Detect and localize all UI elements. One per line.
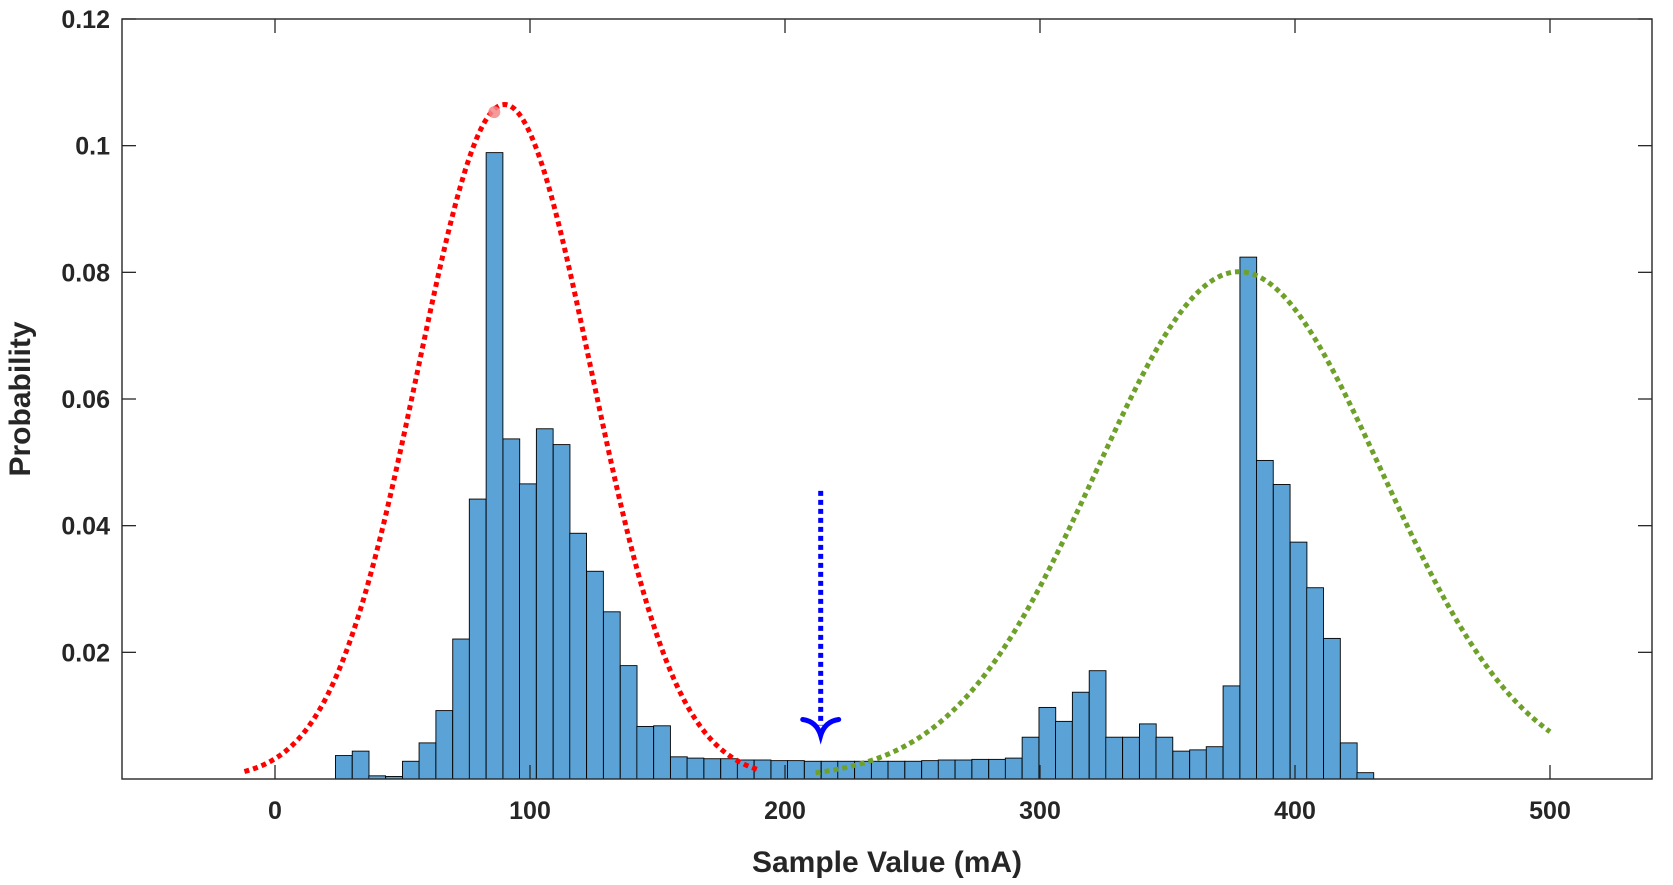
histogram-bar [569,532,587,780]
threshold-arrow-head [800,717,842,745]
x-tick-label: 300 [1019,797,1061,825]
histogram-bar [1222,685,1241,780]
histogram-bar [703,758,722,780]
x-tick-label: 200 [764,797,806,825]
histogram-bar [1356,772,1375,780]
histogram-bar [552,444,571,780]
histogram-bar [519,483,537,780]
histogram-bar [686,757,705,780]
y-axis-title: Probability [4,321,37,476]
histogram-bar [653,725,671,780]
fit-curves [243,102,1552,776]
y-tick-label: 0.08 [61,259,110,287]
histogram-bar [1038,706,1057,780]
histogram-bar [937,759,956,780]
histogram-bar [602,611,621,780]
histogram-bar [418,742,437,780]
histogram-bar [402,760,420,780]
x-tick-label: 400 [1274,797,1316,825]
histogram-bars [334,152,1375,780]
histogram-bar [636,725,655,780]
histogram-bar [435,710,454,780]
histogram-bar [1172,750,1191,780]
histogram-bar [351,750,370,780]
histogram-bar [535,428,554,780]
histogram-bar [452,638,470,780]
histogram-bar [1105,736,1123,780]
histogram-bar [1071,691,1090,780]
histogram-bar [921,760,939,780]
histogram-bar [787,760,805,780]
histogram-bar [1189,749,1207,780]
y-tick-label: 0.02 [61,639,110,667]
histogram-bar [1138,723,1157,780]
x-tick-label: 500 [1529,797,1571,825]
histogram-bar [1272,484,1291,780]
histogram-bar [1323,637,1341,780]
y-tick-label: 0.12 [61,6,110,34]
histogram-bar [1021,736,1040,780]
annotations [488,106,842,745]
histogram-bar [586,570,604,780]
histogram-bar [1205,746,1224,780]
histogram-bar [619,665,638,780]
y-axis-ticks: 0.02 0.04 0.06 0.08 0.1 0.12 [61,6,1652,667]
histogram-bar [502,438,521,780]
fit-curve-2 [815,269,1552,776]
histogram-bar [1155,736,1174,780]
y-tick-label: 0.1 [75,133,110,161]
histogram-bar [1122,736,1140,780]
x-tick-label: 0 [268,797,282,825]
histogram-bar [988,758,1006,780]
histogram-bar [1088,670,1107,780]
histogram-bar [670,756,688,780]
histogram-bar [1306,587,1324,780]
fit-curve-1 [243,102,761,774]
histogram-bar [334,755,353,780]
histogram-bar [954,759,973,780]
histogram-bar [1256,459,1274,780]
histogram-bar [1055,720,1073,780]
histogram-bar [1239,256,1258,780]
histogram-bar [1339,742,1358,780]
histogram-bar [904,760,923,780]
histogram-bar [887,760,906,780]
y-tick-label: 0.06 [61,386,110,414]
y-tick-label: 0.04 [61,513,110,541]
x-axis-ticks: 0 100 200 300 400 500 [268,19,1571,825]
histogram-bar [468,498,487,780]
histogram-bar [870,760,889,780]
histogram-bar [971,758,990,780]
histogram-bar [1004,757,1023,780]
histogram-bar [1289,541,1308,780]
x-tick-label: 100 [509,797,551,825]
peak-marker [488,106,501,119]
x-axis-title: Sample Value (mA) [752,846,1022,879]
histogram-bar [485,152,504,780]
